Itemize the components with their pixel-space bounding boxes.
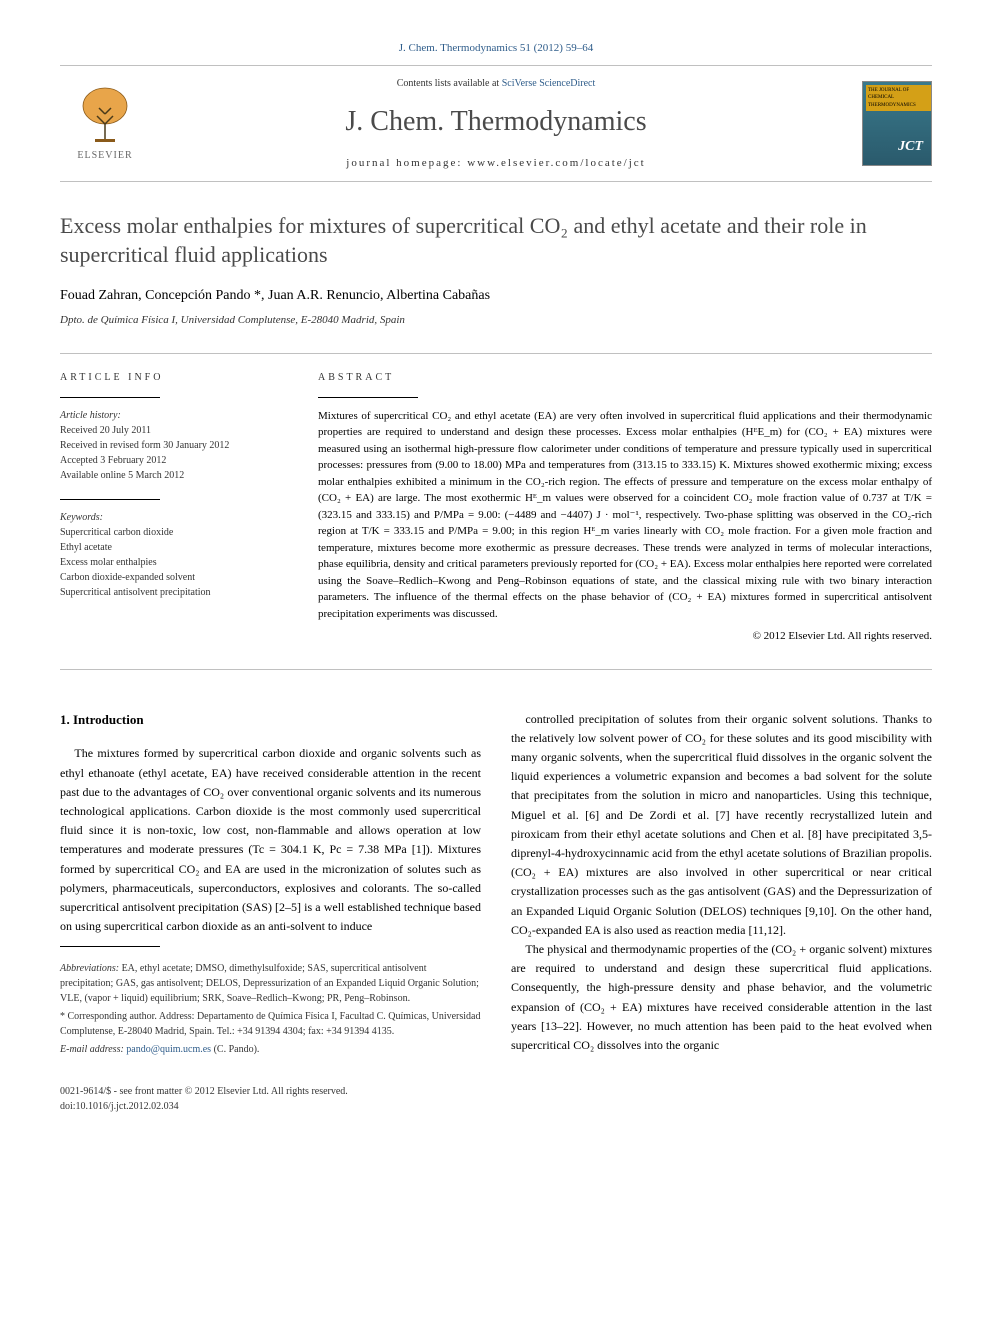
keyword: Carbon dioxide-expanded solvent — [60, 570, 290, 585]
section-heading: 1. Introduction — [60, 710, 481, 731]
email-name: (C. Pando). — [214, 1044, 260, 1055]
journal-name: J. Chem. Thermodynamics — [150, 101, 842, 143]
cover-abbrev: JCT — [898, 136, 923, 157]
contents-label: Contents lists available at — [397, 78, 499, 89]
abstract-text: Mixtures of supercritical CO₂ and ethyl … — [318, 408, 932, 623]
journal-citation-top: J. Chem. Thermodynamics 51 (2012) 59–64 — [60, 40, 932, 57]
abstract-heading: abstract — [318, 370, 932, 385]
footer-block: 0021-9614/$ - see front matter © 2012 El… — [60, 1084, 932, 1114]
divider — [60, 353, 932, 354]
abstract-copyright: © 2012 Elsevier Ltd. All rights reserved… — [318, 628, 932, 645]
body-paragraph: The physical and thermodynamic propertie… — [511, 940, 932, 1055]
contents-line: Contents lists available at SciVerse Sci… — [150, 76, 842, 91]
keywords-label: Keywords: — [60, 510, 290, 525]
elsevier-tree-icon — [75, 84, 135, 144]
keyword: Supercritical carbon dioxide — [60, 525, 290, 540]
email-label: E-mail address: — [60, 1044, 124, 1055]
homepage-url[interactable]: www.elsevier.com/locate/jct — [467, 157, 646, 169]
footnote-divider — [60, 946, 160, 947]
divider — [60, 669, 932, 670]
article-info-heading: article info — [60, 370, 290, 385]
divider-short — [60, 499, 160, 500]
article-affiliation: Dpto. de Química Física I, Universidad C… — [60, 312, 932, 329]
body-paragraph: The mixtures formed by supercritical car… — [60, 744, 481, 936]
journal-cover-block: THE JOURNAL OF CHEMICAL THERMODYNAMICS J… — [842, 81, 932, 166]
abbrev-label: Abbreviations: — [60, 963, 119, 974]
body-paragraph: controlled precipitation of solutes from… — [511, 710, 932, 940]
article-history-block: Article history: Received 20 July 2011 R… — [60, 408, 290, 483]
history-label: Article history: — [60, 408, 290, 423]
divider-short — [318, 397, 418, 398]
section-number: 1. — [60, 712, 70, 727]
footnote-block: Abbreviations: EA, ethyl acetate; DMSO, … — [60, 961, 481, 1057]
body-right-column: controlled precipitation of solutes from… — [511, 710, 932, 1061]
publisher-name: ELSEVIER — [77, 148, 132, 163]
article-authors: Fouad Zahran, Concepción Pando *, Juan A… — [60, 285, 932, 306]
article-title: Excess molar enthalpies for mixtures of … — [60, 212, 932, 269]
doi-line: doi:10.1016/j.jct.2012.02.034 — [60, 1099, 932, 1114]
body-text-columns: 1. Introduction The mixtures formed by s… — [60, 710, 932, 1061]
history-online: Available online 5 March 2012 — [60, 468, 290, 483]
cover-label: THE JOURNAL OF CHEMICAL THERMODYNAMICS — [866, 85, 931, 112]
homepage-line: journal homepage: www.elsevier.com/locat… — [150, 155, 842, 172]
journal-header-center: Contents lists available at SciVerse Sci… — [150, 76, 842, 172]
section-title: Introduction — [73, 712, 144, 727]
elsevier-logo: ELSEVIER — [60, 84, 150, 163]
publisher-logo-block: ELSEVIER — [60, 84, 150, 163]
info-abstract-row: article info Article history: Received 2… — [60, 370, 932, 645]
keyword: Ethyl acetate — [60, 540, 290, 555]
journal-cover-thumbnail: THE JOURNAL OF CHEMICAL THERMODYNAMICS J… — [862, 81, 932, 166]
history-received: Received 20 July 2011 — [60, 423, 290, 438]
body-left-column: 1. Introduction The mixtures formed by s… — [60, 710, 481, 1061]
email-link[interactable]: pando@quim.ucm.es — [126, 1044, 211, 1055]
history-revised: Received in revised form 30 January 2012 — [60, 438, 290, 453]
keywords-block: Keywords: Supercritical carbon dioxide E… — [60, 510, 290, 600]
article-info-column: article info Article history: Received 2… — [60, 370, 290, 645]
keyword: Excess molar enthalpies — [60, 555, 290, 570]
homepage-label: journal homepage: — [346, 157, 462, 169]
history-accepted: Accepted 3 February 2012 — [60, 453, 290, 468]
corresponding-label: * Corresponding author. — [60, 1011, 157, 1022]
issn-line: 0021-9614/$ - see front matter © 2012 El… — [60, 1084, 932, 1099]
sciverse-link[interactable]: SciVerse ScienceDirect — [502, 78, 596, 89]
keyword: Supercritical antisolvent precipitation — [60, 585, 290, 600]
divider-short — [60, 397, 160, 398]
abbrev-text: EA, ethyl acetate; DMSO, dimethylsulfoxi… — [60, 963, 479, 1004]
abstract-column: abstract Mixtures of supercritical CO₂ a… — [318, 370, 932, 645]
journal-header: ELSEVIER Contents lists available at Sci… — [60, 65, 932, 183]
